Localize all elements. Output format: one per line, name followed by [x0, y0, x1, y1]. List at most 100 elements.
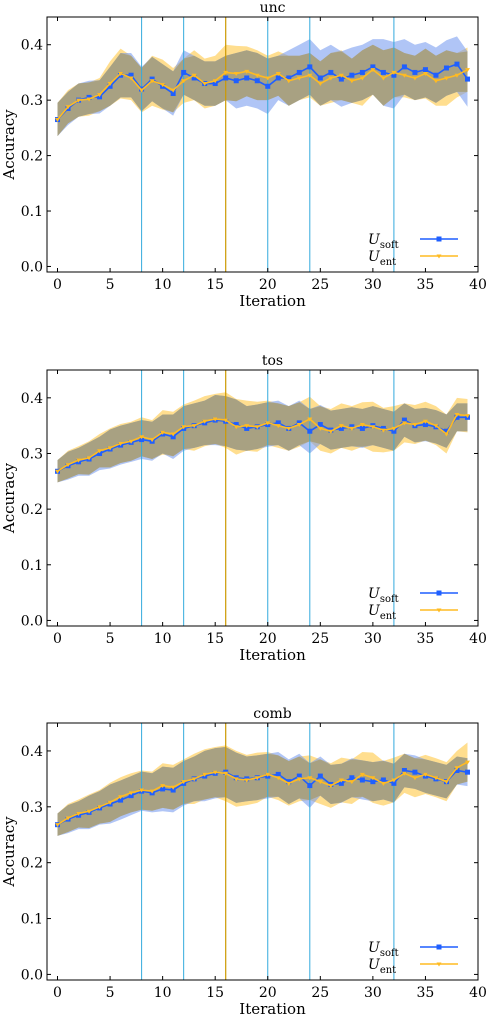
data-point-soft — [401, 767, 407, 773]
data-point-ent — [317, 780, 323, 785]
data-point-ent — [265, 421, 271, 426]
data-point-soft — [275, 771, 281, 777]
data-point-ent — [275, 776, 281, 781]
x-tick-label: 20 — [259, 277, 277, 293]
data-point-soft — [380, 425, 386, 431]
data-point-soft — [296, 420, 302, 426]
y-tick-label: 0.2 — [21, 149, 43, 165]
data-point-soft — [433, 72, 439, 78]
data-point-soft — [97, 450, 103, 456]
data-point-soft — [359, 425, 365, 431]
legend-label-main: U — [368, 957, 381, 973]
data-point-soft — [254, 78, 260, 84]
y-axis-label: Accuracy — [0, 462, 18, 534]
data-point-soft — [160, 786, 166, 792]
legend-label-ent: Uent — [368, 249, 396, 268]
data-point-ent — [97, 93, 103, 98]
data-point-ent — [160, 83, 166, 88]
data-point-soft — [338, 76, 344, 82]
data-point-soft — [139, 437, 145, 443]
data-point-soft — [286, 75, 292, 81]
data-point-soft — [149, 76, 155, 82]
data-point-soft — [338, 425, 344, 431]
data-point-ent — [412, 423, 418, 428]
data-point-ent — [464, 760, 470, 765]
data-point-ent — [118, 795, 124, 800]
data-point-ent — [128, 791, 134, 796]
data-point-ent — [191, 73, 197, 78]
data-point-ent — [412, 776, 418, 781]
x-tick-label: 25 — [311, 277, 329, 293]
legend-label-main: U — [368, 249, 381, 265]
data-point-soft — [391, 72, 397, 78]
data-point-soft — [170, 434, 176, 440]
data-point-ent — [328, 429, 334, 434]
data-point-soft — [307, 428, 313, 434]
data-point-soft — [443, 65, 449, 71]
x-tick-label: 10 — [154, 631, 172, 647]
data-point-soft — [391, 780, 397, 786]
data-point-ent — [223, 771, 229, 776]
data-point-soft — [401, 64, 407, 70]
y-tick-label: 0.3 — [21, 93, 43, 109]
data-point-ent — [443, 432, 449, 437]
data-point-ent — [191, 777, 197, 782]
plot-area — [55, 17, 470, 272]
plot-frame — [46, 722, 479, 981]
data-point-ent — [328, 76, 334, 81]
data-point-ent — [349, 79, 355, 84]
plot-area — [55, 370, 470, 626]
data-point-ent — [338, 73, 344, 78]
data-point-soft — [359, 777, 365, 783]
data-point-ent — [202, 419, 208, 424]
data-point-ent — [286, 426, 292, 431]
data-point-ent — [422, 72, 428, 77]
y-tick-label: 0.0 — [21, 967, 43, 983]
x-tick-label: 40 — [469, 277, 487, 293]
data-point-ent — [118, 441, 124, 446]
data-point-soft — [307, 64, 313, 70]
data-point-ent — [307, 73, 313, 78]
data-point-ent — [254, 776, 260, 781]
data-point-soft — [307, 783, 313, 789]
data-point-ent — [86, 97, 92, 102]
data-point-soft — [464, 769, 470, 775]
y-tick-label: 0.2 — [21, 502, 43, 518]
data-point-ent — [160, 784, 166, 789]
x-tick-label: 0 — [53, 985, 62, 1001]
data-point-ent — [76, 812, 82, 817]
data-point-ent — [181, 780, 187, 785]
data-point-ent — [296, 423, 302, 428]
data-point-ent — [412, 76, 418, 81]
data-point-soft — [349, 72, 355, 78]
x-tick-label: 20 — [259, 631, 277, 647]
x-tick-label: 30 — [364, 631, 382, 647]
data-point-ent — [380, 781, 386, 786]
data-point-ent — [401, 421, 407, 426]
data-point-soft — [454, 414, 460, 420]
y-tick-label: 0.0 — [21, 259, 43, 275]
data-point-ent — [265, 76, 271, 81]
data-point-ent — [233, 72, 239, 77]
y-tick-label: 0.3 — [21, 446, 43, 462]
data-point-ent — [118, 72, 124, 77]
data-point-ent — [433, 424, 439, 429]
data-point-ent — [359, 423, 365, 428]
legend-label-main: U — [368, 586, 381, 602]
x-tick-label: 5 — [106, 985, 115, 1001]
legend-marker-ent — [436, 962, 442, 967]
data-point-ent — [86, 456, 92, 461]
legend-label-soft: Usoft — [368, 232, 399, 251]
data-point-ent — [443, 780, 449, 785]
data-point-ent — [244, 424, 250, 429]
data-point-ent — [349, 780, 355, 785]
data-point-ent — [391, 778, 397, 783]
data-point-ent — [139, 435, 145, 440]
data-point-ent — [454, 73, 460, 78]
chart-title: unc — [260, 0, 286, 16]
overlap-band — [57, 395, 468, 483]
y-tick-label: 0.3 — [21, 800, 43, 816]
data-point-ent — [76, 98, 82, 103]
data-point-soft — [286, 779, 292, 785]
data-point-ent — [422, 772, 428, 777]
